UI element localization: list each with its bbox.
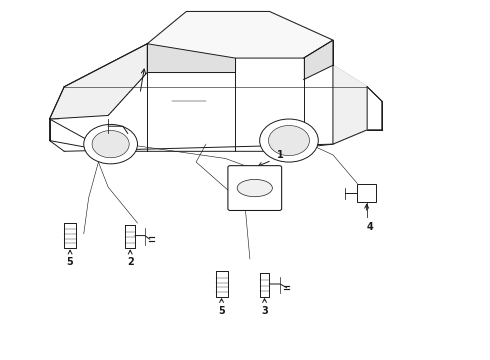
Polygon shape xyxy=(49,44,147,119)
Polygon shape xyxy=(147,12,333,58)
Polygon shape xyxy=(304,40,333,80)
Bar xyxy=(357,184,376,202)
Circle shape xyxy=(269,126,310,156)
Polygon shape xyxy=(49,12,382,151)
Polygon shape xyxy=(260,273,270,297)
Text: 5: 5 xyxy=(67,257,74,267)
Polygon shape xyxy=(64,223,76,248)
Polygon shape xyxy=(125,225,135,248)
Text: 4: 4 xyxy=(366,222,373,232)
Polygon shape xyxy=(333,65,367,144)
FancyBboxPatch shape xyxy=(228,166,282,211)
Ellipse shape xyxy=(237,179,272,197)
Polygon shape xyxy=(216,271,228,297)
Text: 3: 3 xyxy=(261,306,268,315)
Circle shape xyxy=(84,125,138,164)
Circle shape xyxy=(260,119,318,162)
Text: 5: 5 xyxy=(218,306,225,315)
Circle shape xyxy=(92,131,129,158)
Text: 2: 2 xyxy=(127,257,134,267)
Polygon shape xyxy=(147,44,235,72)
Text: 1: 1 xyxy=(277,150,284,160)
